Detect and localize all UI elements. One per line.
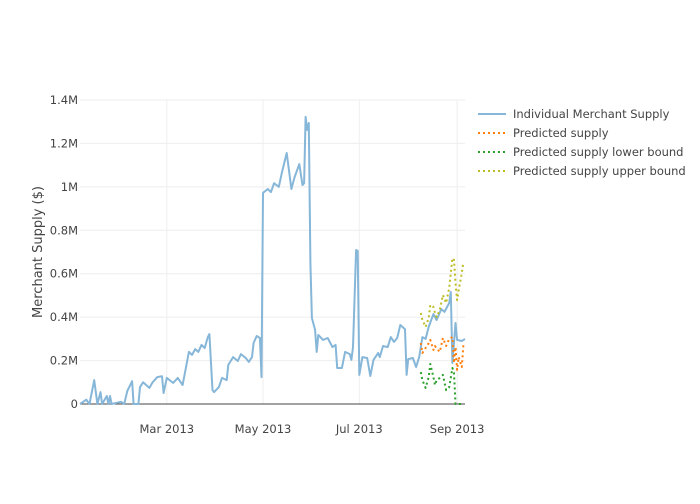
x-tick-label: Jul 2013 — [335, 422, 383, 436]
y-tick-label: 1M — [61, 180, 78, 194]
series-line-0 — [79, 115, 466, 405]
gridlines — [80, 99, 465, 404]
series-lines — [79, 115, 466, 405]
y-tick-label: 0.4M — [50, 310, 78, 324]
x-tick-label: May 2013 — [235, 422, 292, 436]
x-tick-label: Mar 2013 — [139, 422, 194, 436]
series-line-2 — [419, 363, 464, 405]
y-tick-label: 0 — [71, 397, 78, 411]
legend[interactable]: Individual Merchant Supply Predicted supp… — [478, 107, 686, 178]
series-line-3 — [419, 257, 465, 328]
y-tick-label: 1.4M — [50, 93, 78, 107]
y-tick-label: 0.6M — [50, 267, 78, 281]
y-tick-label: 0.2M — [50, 354, 78, 368]
y-tick-label: 1.2M — [50, 136, 78, 150]
legend-item-label: Individual Merchant Supply — [513, 107, 670, 121]
legend-item-label: Predicted supply lower bound — [513, 145, 683, 159]
legend-item-label: Predicted supply upper bound — [513, 164, 686, 178]
y-axis-ticks: 0 0.2M 0.4M 0.6M 0.8M 1M 1.2M 1.4M — [50, 93, 78, 411]
y-axis-label: Merchant Supply ($) — [31, 186, 46, 318]
x-axis-ticks: Mar 2013 May 2013 Jul 2013 Sep 2013 — [139, 422, 484, 436]
x-tick-label: Sep 2013 — [430, 422, 485, 436]
legend-item-label: Predicted supply — [513, 126, 609, 140]
y-tick-label: 0.8M — [50, 223, 78, 237]
series-line-1 — [419, 336, 465, 371]
